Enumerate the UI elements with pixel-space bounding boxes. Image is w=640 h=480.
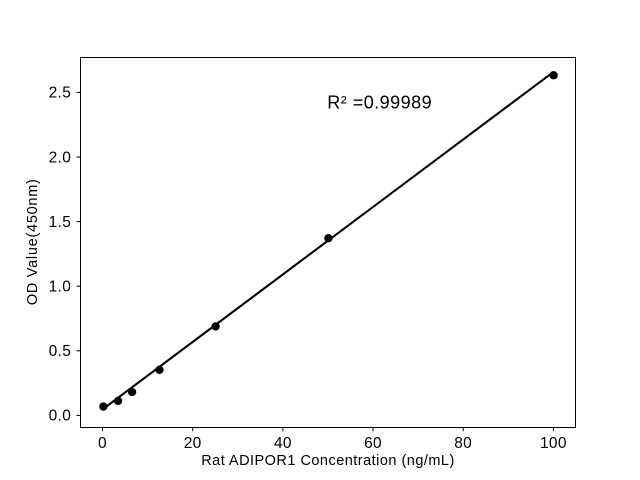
svg-text:40: 40: [274, 435, 292, 452]
svg-text:R² =0.99989: R² =0.99989: [327, 93, 432, 113]
svg-text:1.0: 1.0: [49, 279, 72, 296]
svg-text:0: 0: [98, 435, 107, 452]
svg-text:100: 100: [540, 435, 567, 452]
svg-text:2.0: 2.0: [49, 149, 72, 166]
svg-text:2.5: 2.5: [49, 85, 72, 102]
svg-text:20: 20: [184, 435, 202, 452]
svg-text:1.5: 1.5: [49, 214, 72, 231]
svg-text:Rat ADIPOR1 Concentration (ng/: Rat ADIPOR1 Concentration (ng/mL): [201, 453, 455, 469]
svg-text:OD Value(450nm): OD Value(450nm): [25, 178, 41, 305]
svg-text:0.5: 0.5: [49, 343, 72, 360]
svg-text:60: 60: [364, 435, 382, 452]
svg-text:0.0: 0.0: [49, 408, 72, 425]
svg-text:80: 80: [454, 435, 472, 452]
